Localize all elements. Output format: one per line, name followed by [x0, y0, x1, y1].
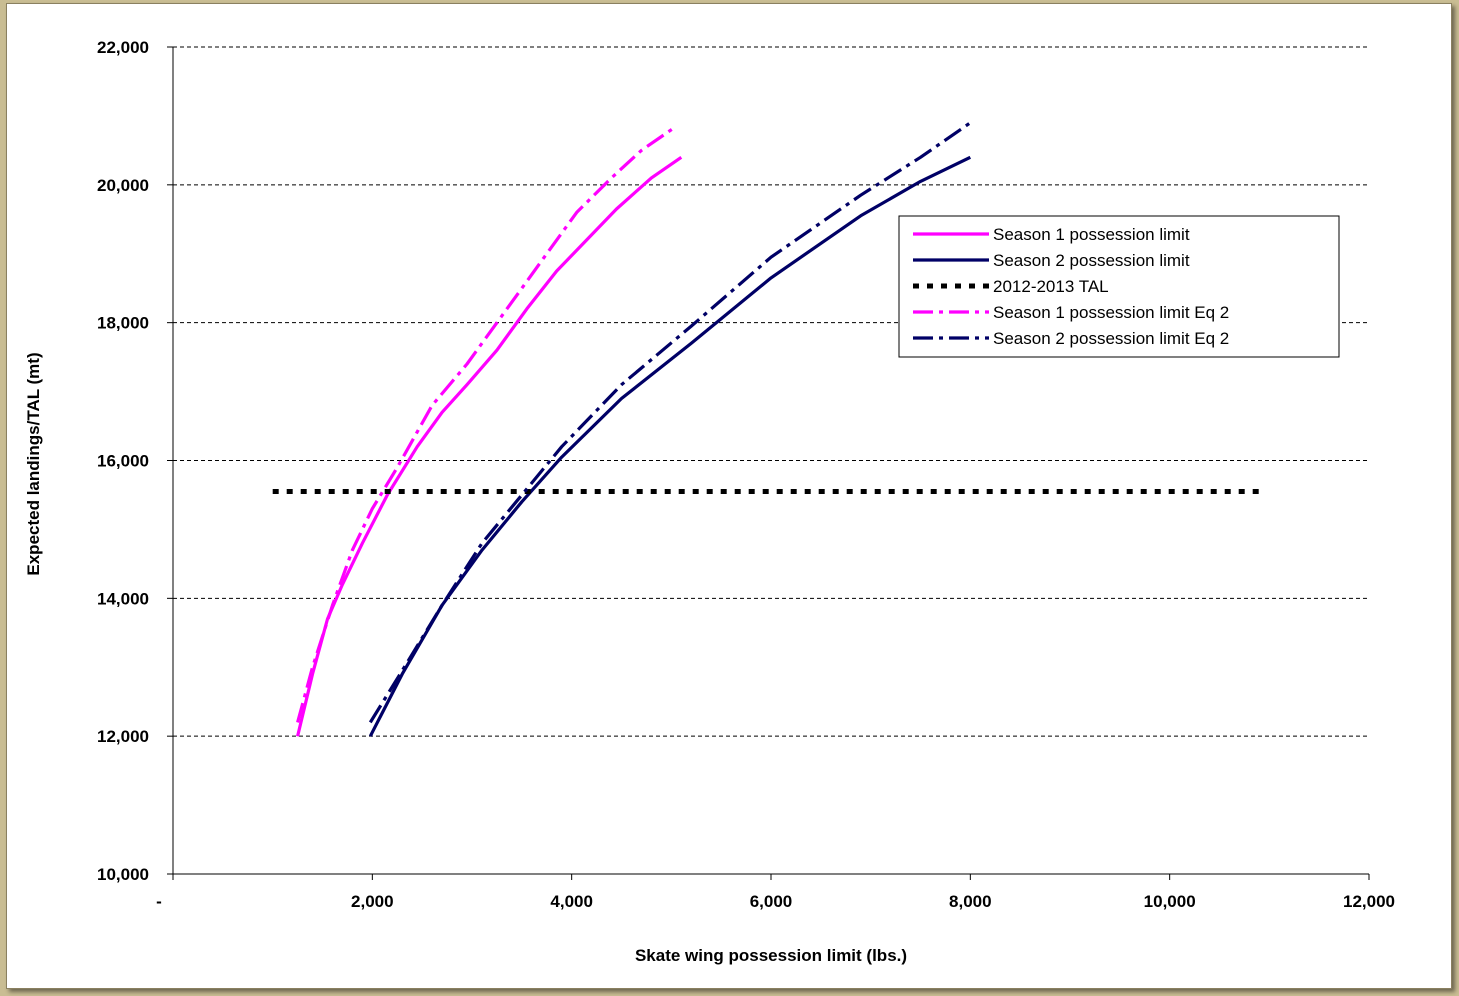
legend-label-2: Season 2 possession limit: [993, 251, 1190, 270]
gridlines: [173, 46, 1369, 737]
y-tick-label: 12,000: [97, 727, 149, 746]
legend-label-3: 2012-2013 TAL: [993, 277, 1109, 296]
tick-labels: 10,000 12,000 14,000 16,000 18,000 20,000 22,0…: [97, 38, 1395, 911]
series-line-5: [368, 121, 972, 724]
x-tick-label: 8,000: [949, 892, 992, 911]
legend-label-4: Season 1 possession limit Eq 2: [993, 303, 1229, 322]
series-lines: [272, 121, 1260, 737]
x-tick-label: 6,000: [750, 892, 793, 911]
x-tick-label: 10,000: [1144, 892, 1196, 911]
y-tick-label: 22,000: [97, 38, 149, 57]
series-line-4: [296, 124, 678, 723]
x-tick-label: 2,000: [351, 892, 394, 911]
y-tick-label: 10,000: [97, 865, 149, 884]
x-axis-title: Skate wing possession limit (lbs.): [635, 946, 907, 965]
x-tick-label: -: [156, 892, 162, 911]
legend-label-1: Season 1 possession limit: [993, 225, 1190, 244]
legend: Season 1 possession limit Season 2 posses…: [898, 215, 1340, 358]
y-tick-label: 14,000: [97, 589, 149, 608]
axes: [167, 46, 1370, 880]
x-tick-label: 4,000: [550, 892, 593, 911]
series-line-2: [368, 155, 971, 737]
y-tick-label: 16,000: [97, 452, 149, 471]
chart-frame: 10,000 12,000 14,000 16,000 18,000 20,000 22,0…: [6, 3, 1452, 989]
x-tick-label: 12,000: [1343, 892, 1395, 911]
line-chart: 10,000 12,000 14,000 16,000 18,000 20,000 22,0…: [24, 38, 1395, 965]
legend-label-5: Season 2 possession limit Eq 2: [993, 329, 1229, 348]
series-line-1: [296, 155, 683, 737]
y-tick-label: 18,000: [97, 314, 149, 333]
y-tick-label: 20,000: [97, 176, 149, 195]
y-axis-title: Expected landings/TAL (mt): [24, 352, 43, 575]
